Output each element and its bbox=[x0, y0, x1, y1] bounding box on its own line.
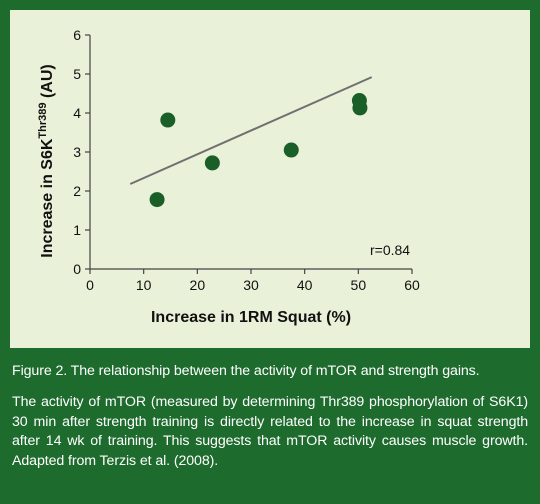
trendline-group bbox=[129, 76, 373, 185]
x-tick-label: 40 bbox=[297, 277, 313, 293]
y-tick-label: 3 bbox=[73, 144, 81, 160]
caption-body: The activity of mTOR (measured by determ… bbox=[12, 394, 528, 469]
data-point bbox=[352, 100, 368, 116]
data-point bbox=[204, 155, 220, 171]
x-tick-label: 0 bbox=[86, 277, 94, 293]
y-tick-label: 1 bbox=[73, 222, 81, 238]
chart-panel: 0 1 2 3 4 5 6 0 10 20 30 40 50 60 r=0.84 Increase in … bbox=[10, 10, 530, 348]
data-point bbox=[149, 192, 165, 208]
x-tick-label: 20 bbox=[190, 277, 206, 293]
caption-title: Figure 2. The relationship between the a… bbox=[12, 363, 480, 379]
y-axis-label: Increase in S6KThr389 (AU) bbox=[37, 64, 56, 257]
y-tick-label: 2 bbox=[73, 183, 81, 199]
data-point bbox=[160, 112, 176, 128]
x-tick-label: 60 bbox=[404, 277, 420, 293]
y-axis-label-main: Increase in S6K bbox=[39, 138, 56, 258]
y-tick-label: 6 bbox=[73, 27, 81, 43]
x-tick-label: 30 bbox=[243, 277, 259, 293]
trendline bbox=[129, 76, 373, 185]
figure-caption: Figure 2. The relationship between the a… bbox=[12, 362, 528, 471]
x-tick-label: 10 bbox=[136, 277, 152, 293]
x-axis-label: Increase in 1RM Squat (%) bbox=[151, 309, 351, 326]
y-tick-label: 0 bbox=[73, 261, 81, 277]
y-tick-label: 4 bbox=[73, 105, 81, 121]
y-axis-label-unit: (AU) bbox=[39, 64, 56, 102]
data-point bbox=[283, 142, 299, 158]
x-tick-label: 50 bbox=[351, 277, 367, 293]
y-axis-label-sup: Thr389 bbox=[37, 102, 49, 138]
correlation-annotation: r=0.84 bbox=[370, 242, 410, 258]
y-tick-label: 5 bbox=[73, 66, 81, 82]
data-points bbox=[149, 93, 368, 208]
